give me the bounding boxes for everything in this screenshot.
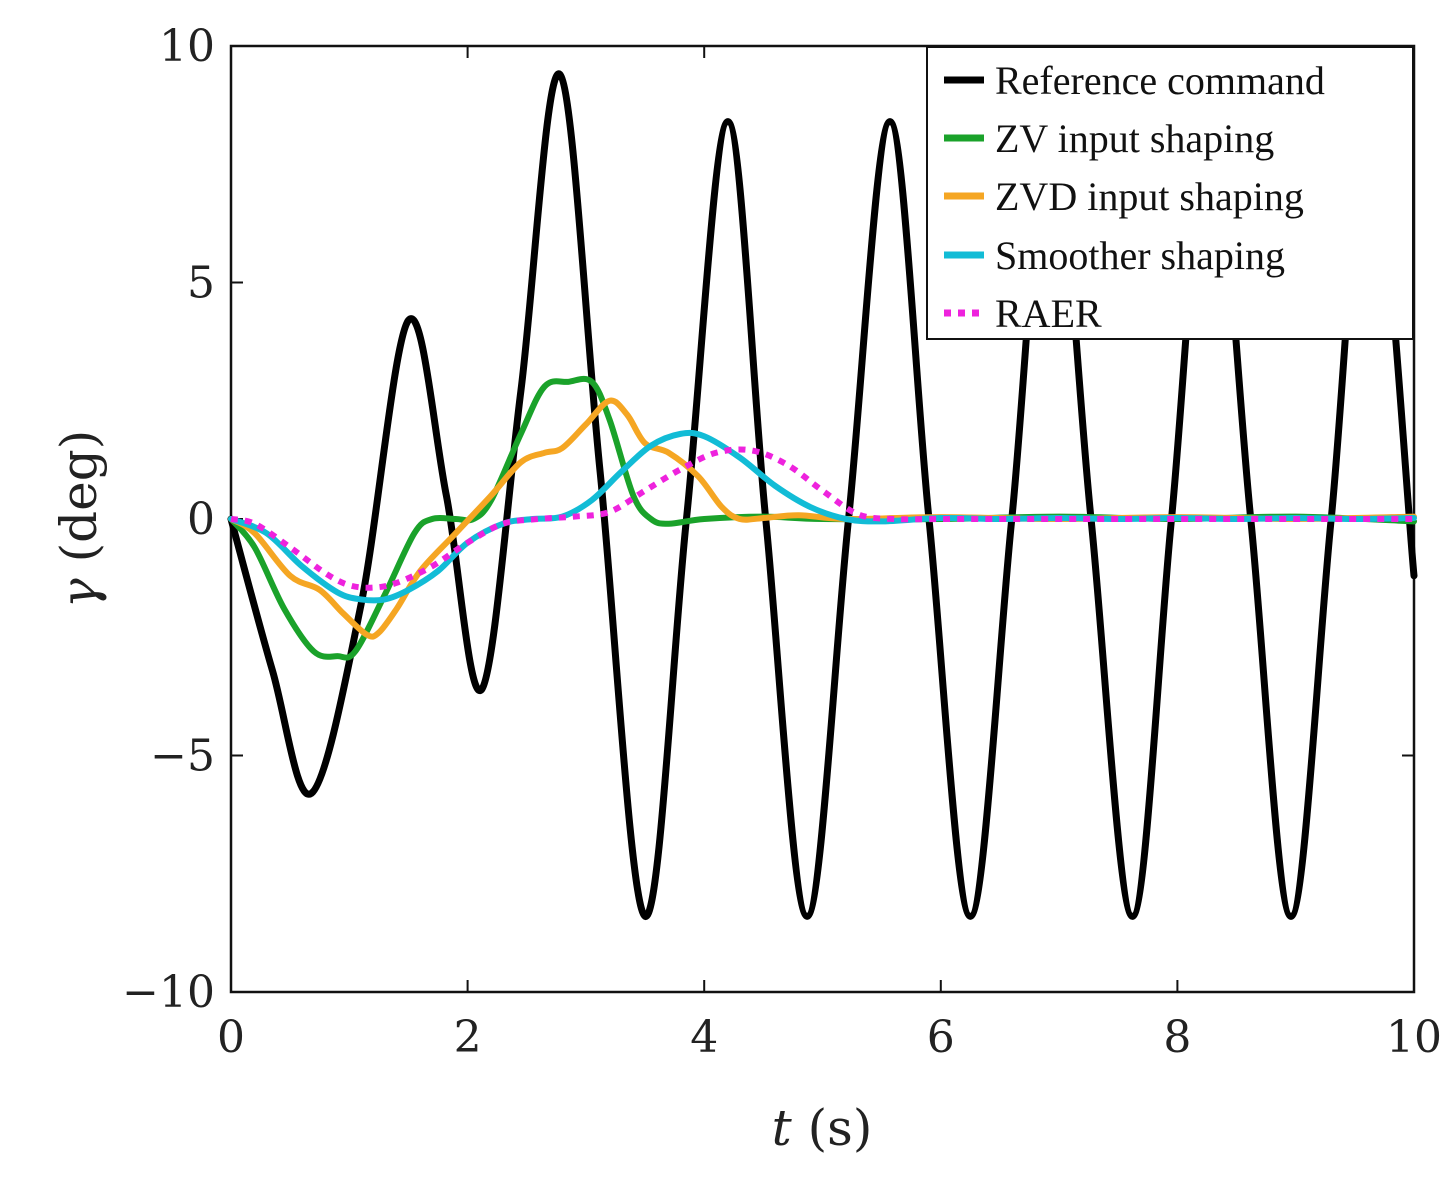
x-tick-label: 8 [1163, 1012, 1191, 1063]
y-axis-title: γ (deg) [50, 430, 108, 608]
y-axis-ticks: 10 5 0 −5 −10 [122, 21, 1414, 1018]
x-tick-label: 6 [927, 1012, 955, 1063]
x-tick-label: 0 [217, 1012, 245, 1063]
y-tick-label: 5 [187, 258, 215, 309]
x-tick-label: 2 [454, 1012, 482, 1063]
legend-label-raer: RAER [995, 291, 1102, 336]
x-tick-label: 10 [1386, 1012, 1442, 1063]
legend-label-smoother-shaping: Smoother shaping [995, 233, 1285, 278]
x-tick-label: 4 [690, 1012, 718, 1063]
legend: Reference command ZV input shaping ZVD i… [926, 46, 1414, 340]
y-tick-label: 0 [187, 494, 215, 545]
series-line-raer [230, 446, 1414, 591]
legend-box [926, 46, 1414, 340]
y-tick-label: 10 [159, 21, 215, 72]
y-tick-label: −5 [150, 731, 215, 782]
legend-label-zvd-input-shaping: ZVD input shaping [995, 174, 1304, 219]
legend-label-zv-input-shaping: ZV input shaping [995, 116, 1274, 161]
legend-label-reference-command: Reference command [995, 58, 1325, 103]
y-tick-label: −10 [122, 967, 215, 1018]
x-axis-title: t (s) [772, 1099, 873, 1157]
